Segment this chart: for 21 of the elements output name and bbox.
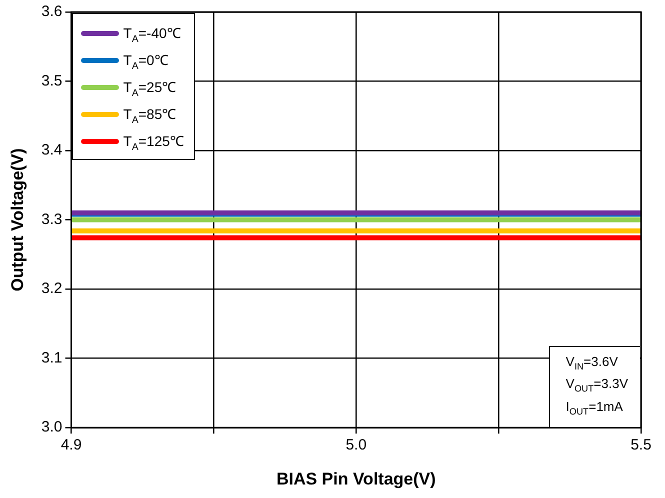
y-tick-label: 3.3 bbox=[41, 210, 62, 228]
x-tick-label: 5.5 bbox=[630, 436, 652, 454]
legend-label: T$_{A}$=125℃ bbox=[123, 132, 184, 152]
annotation: V$_{OUT}$=3.3V bbox=[566, 375, 628, 396]
x-tick-label: 5.0 bbox=[346, 436, 367, 454]
y-tick-label: 3.4 bbox=[41, 142, 62, 159]
x-tick-label: 4.9 bbox=[60, 436, 82, 454]
legend-label: T$_{A}$=0℃ bbox=[123, 50, 168, 72]
annotation: I$_{OUT}$=1mA bbox=[566, 398, 624, 419]
x-axis-title: BIAS Pin Voltage(V) bbox=[276, 469, 436, 488]
legend-label: T$_{A}$=-40℃ bbox=[123, 24, 181, 44]
y-axis-title: Output Voltage(V) bbox=[8, 148, 27, 292]
y-tick-label: 3.2 bbox=[41, 280, 62, 298]
y-tick-label: 3.1 bbox=[41, 349, 62, 366]
y-tick-label: 3.6 bbox=[41, 3, 62, 20]
legend-label: T$_{A}$=25℃ bbox=[123, 78, 176, 98]
text-box: V$_{IN}$=3.6V V$_{OUT}$=3.3V I$_{OUT}$=1mA bbox=[548, 346, 640, 427]
y-tick-label: 3.5 bbox=[41, 72, 62, 90]
y-tick-label: 3.0 bbox=[41, 418, 62, 436]
annotation: V$_{IN}$=3.6V bbox=[566, 352, 619, 374]
legend-label: T$_{A}$=85℃ bbox=[123, 104, 176, 126]
